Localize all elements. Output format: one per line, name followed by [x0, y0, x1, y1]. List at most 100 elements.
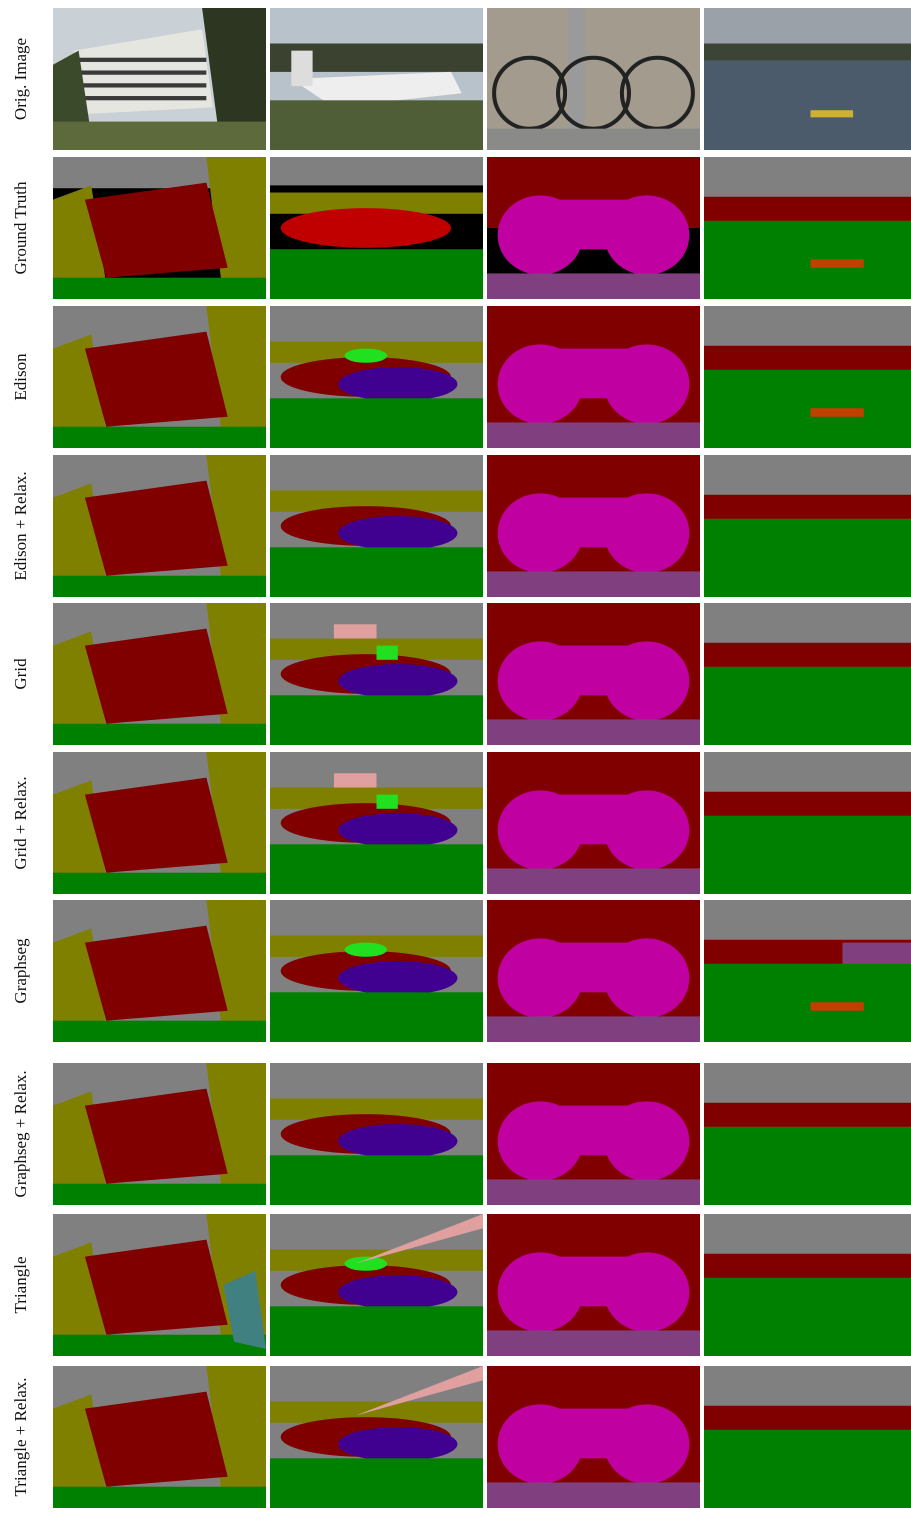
segment — [704, 642, 911, 667]
segment — [540, 199, 647, 250]
segment — [540, 942, 647, 993]
segment — [291, 71, 462, 108]
segment — [540, 794, 647, 845]
segment — [84, 1239, 228, 1335]
segment — [704, 666, 911, 745]
row-label: Ground Truth — [11, 181, 30, 275]
cell-content — [704, 900, 911, 1042]
image-cell — [270, 455, 483, 597]
segment — [487, 1482, 700, 1508]
segment — [344, 942, 388, 957]
image-cell — [487, 1366, 700, 1508]
segment — [704, 345, 911, 370]
cell-content — [487, 8, 700, 150]
segment — [540, 497, 647, 548]
segment — [53, 277, 266, 299]
segment — [270, 1155, 483, 1205]
cell-content — [270, 157, 483, 299]
segment — [704, 791, 911, 816]
segment — [333, 773, 377, 788]
row-label: Triangle + Relax. — [11, 1378, 30, 1497]
image-cell — [270, 1063, 483, 1205]
segment — [704, 60, 911, 150]
segment — [270, 192, 483, 214]
image-cell — [270, 900, 483, 1042]
segment — [53, 121, 266, 150]
cell-content — [487, 306, 700, 448]
segment — [84, 777, 228, 873]
image-cell — [487, 603, 700, 745]
segment — [344, 348, 388, 363]
segment — [291, 50, 313, 87]
segment — [223, 1270, 266, 1349]
segment — [53, 575, 266, 597]
cell-content — [270, 603, 483, 745]
segment — [270, 249, 483, 299]
image-cell — [704, 900, 911, 1042]
cell-content — [270, 8, 483, 150]
segment — [487, 422, 700, 448]
segment — [202, 8, 266, 136]
image-cell — [487, 1214, 700, 1356]
segment — [270, 100, 483, 150]
image-cell — [704, 157, 911, 299]
segment — [810, 408, 864, 417]
image-cell — [270, 157, 483, 299]
cell-content — [270, 1366, 483, 1508]
image-cell — [53, 455, 266, 597]
segment — [338, 813, 458, 848]
cell-content — [704, 1214, 911, 1356]
segment — [270, 1458, 483, 1508]
image-cell — [53, 752, 266, 894]
segment — [270, 490, 483, 512]
image-cell — [487, 157, 700, 299]
segment — [270, 1306, 483, 1356]
segment — [704, 1102, 911, 1127]
segment — [84, 925, 228, 1021]
segment — [78, 70, 207, 75]
image-cell — [704, 603, 911, 745]
segment — [487, 719, 700, 745]
segment — [704, 963, 911, 1042]
cell-content — [704, 455, 911, 597]
row-label: Edison + Relax. — [11, 471, 30, 580]
cell-content — [704, 603, 911, 745]
row-label: Graphseg — [11, 938, 30, 1004]
segment — [84, 1391, 228, 1487]
segment — [84, 628, 228, 724]
cell-content — [487, 1214, 700, 1356]
segment — [338, 1275, 458, 1310]
segment — [53, 1334, 266, 1356]
segment — [270, 1098, 483, 1120]
segment — [53, 1486, 266, 1508]
cell-content — [704, 1366, 911, 1508]
image-cell — [53, 1063, 266, 1205]
segment — [338, 1427, 458, 1462]
segment — [53, 872, 266, 894]
segment — [540, 348, 647, 399]
segment — [280, 208, 452, 248]
segment — [704, 494, 911, 519]
row-label: Grid + Relax. — [11, 776, 30, 869]
image-cell — [704, 8, 911, 150]
cell-content — [53, 1214, 266, 1356]
image-cell — [53, 603, 266, 745]
segment — [704, 369, 911, 448]
cell-content — [704, 157, 911, 299]
segment — [704, 1126, 911, 1205]
cell-content — [270, 900, 483, 1042]
cell-content — [487, 1366, 700, 1508]
segment — [270, 992, 483, 1042]
segment — [78, 83, 207, 88]
row-label: Grid — [11, 658, 30, 690]
image-cell — [53, 1214, 266, 1356]
segment — [487, 1330, 700, 1356]
image-cell — [704, 1214, 911, 1356]
segment — [567, 8, 585, 150]
image-cell — [704, 1366, 911, 1508]
row-label: Orig. Image — [11, 38, 30, 120]
cell-content — [487, 603, 700, 745]
image-cell — [487, 1063, 700, 1205]
cell-content — [487, 455, 700, 597]
cell-content — [53, 752, 266, 894]
